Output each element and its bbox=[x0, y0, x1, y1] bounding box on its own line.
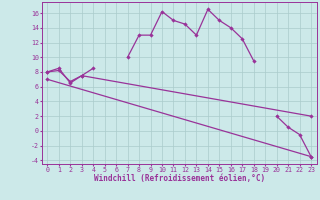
X-axis label: Windchill (Refroidissement éolien,°C): Windchill (Refroidissement éolien,°C) bbox=[94, 174, 265, 183]
